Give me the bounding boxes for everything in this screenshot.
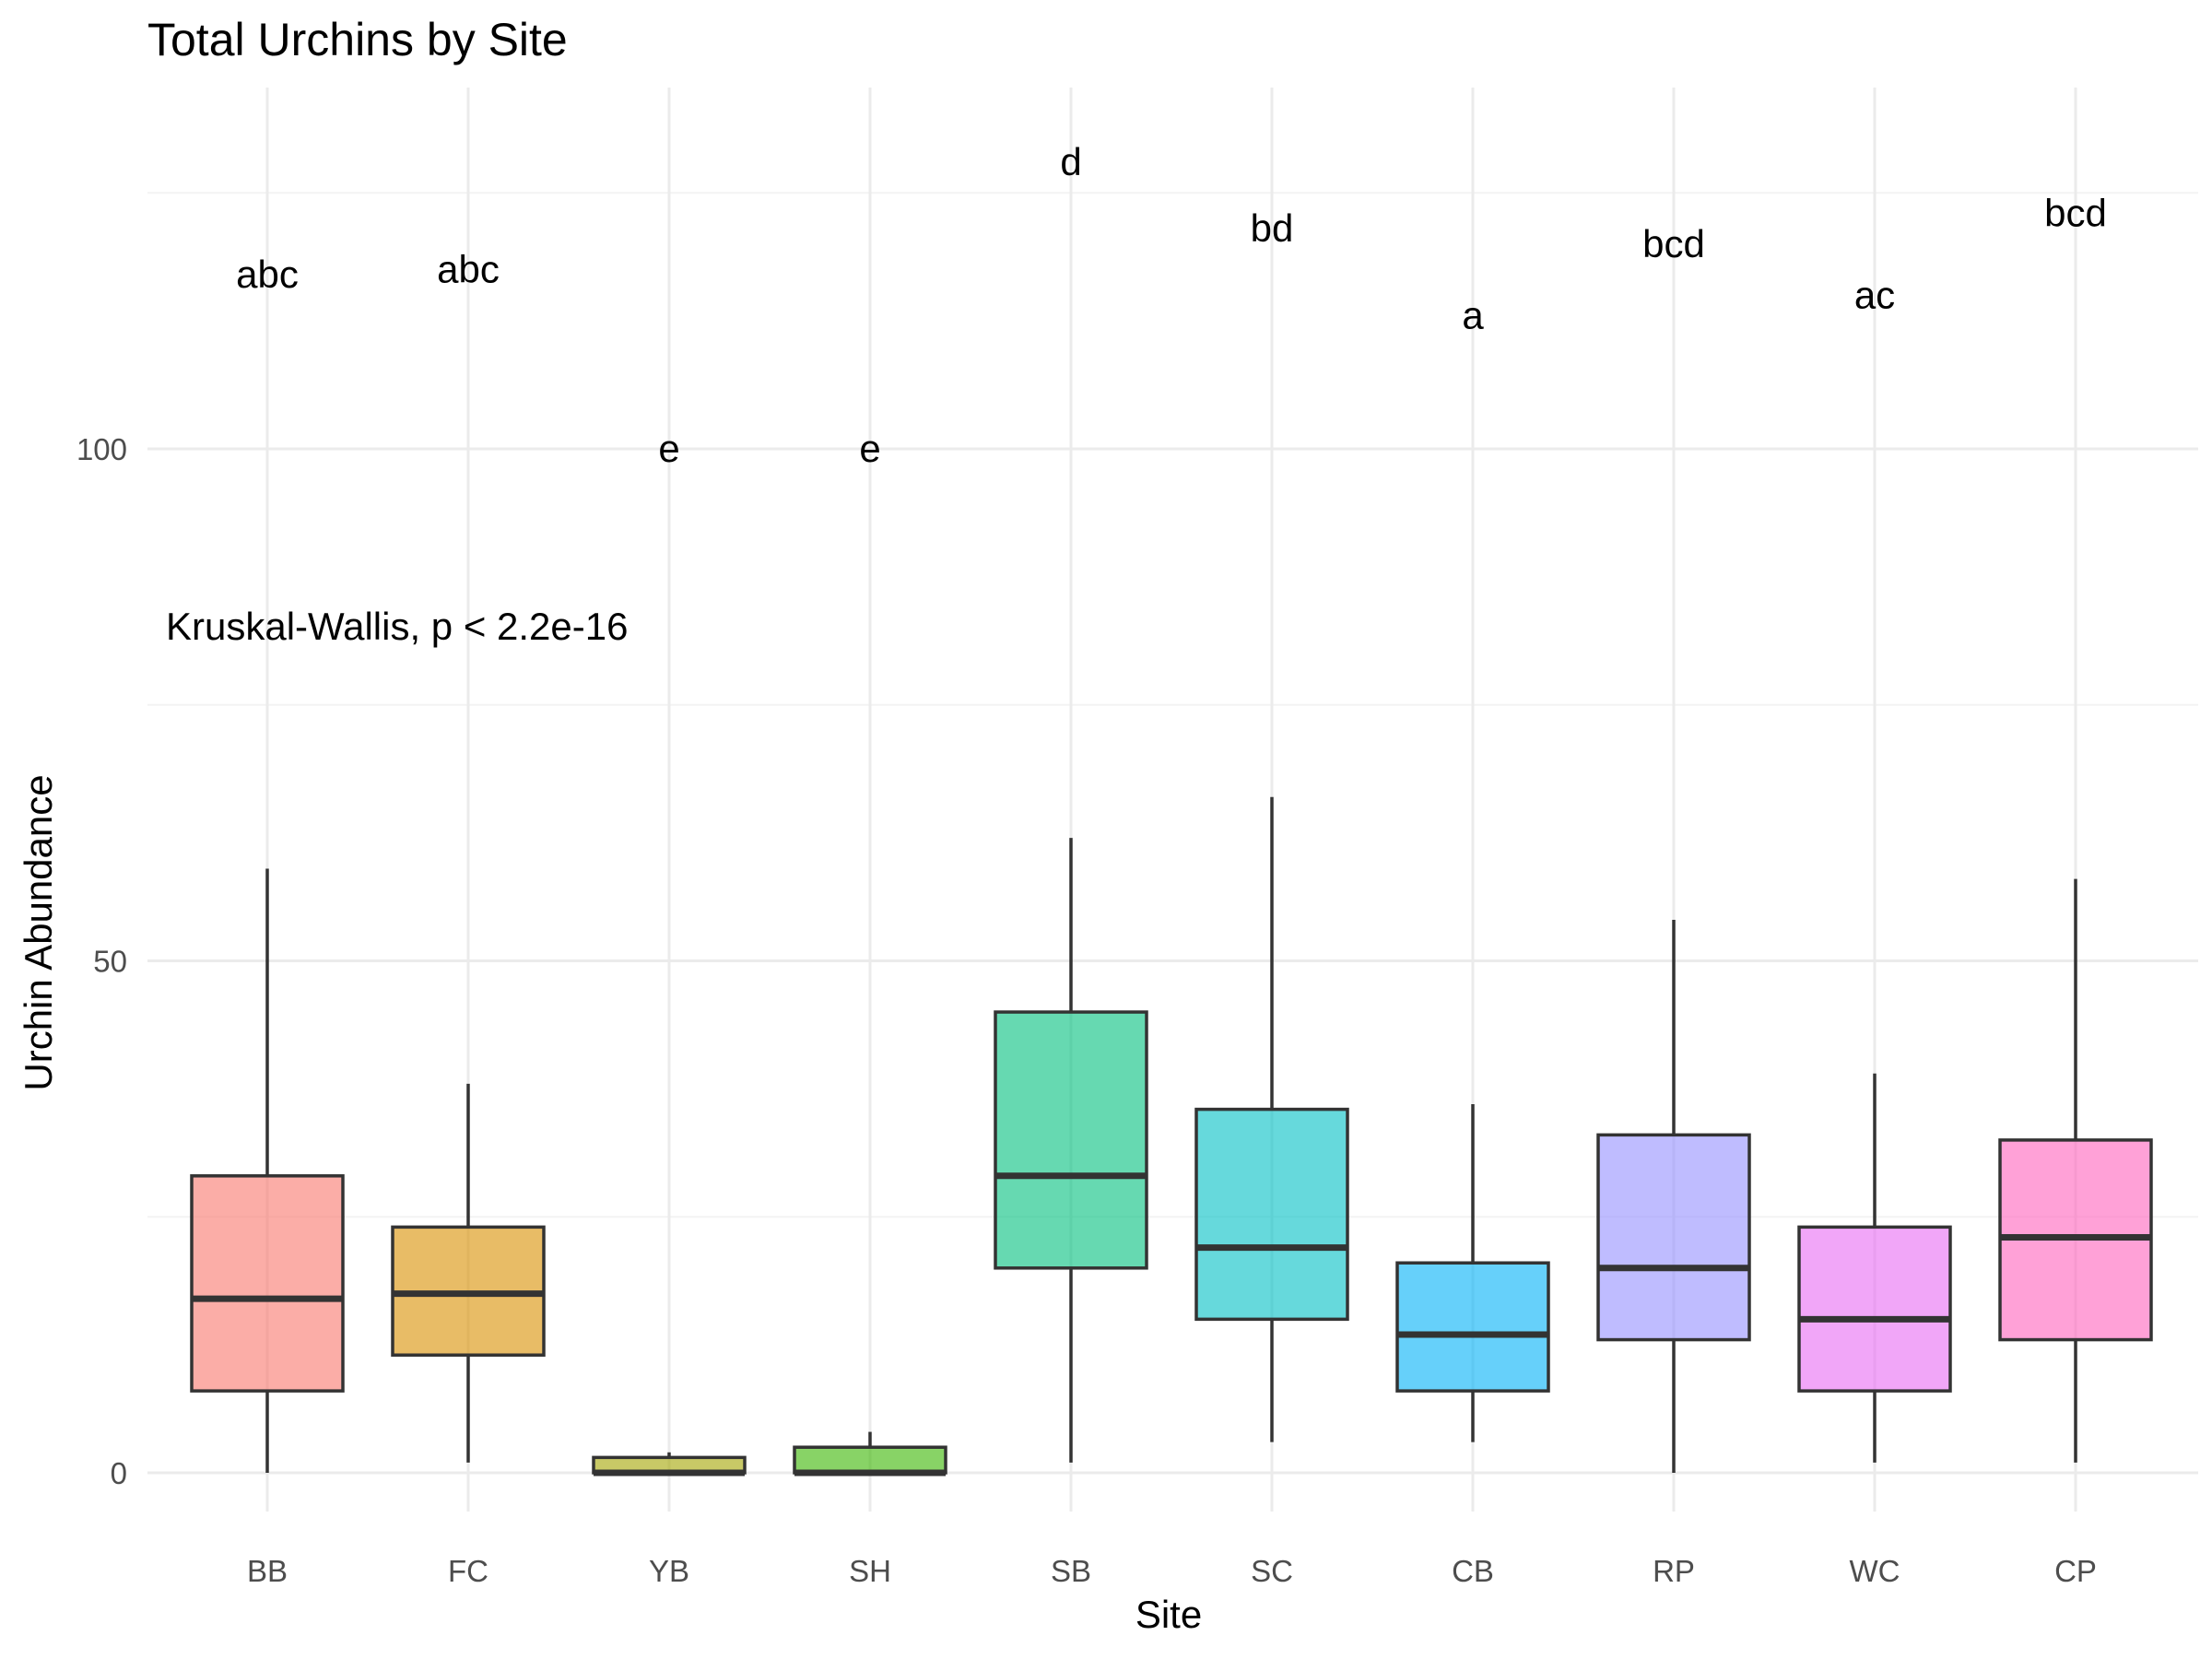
group-letter: e	[859, 427, 880, 470]
group-letter: abc	[236, 253, 299, 296]
x-tick-label: WC	[1850, 1554, 1900, 1588]
labels: 0 50 100 BB FC YB SH SB SC CB RP WC CP abc abc e e d bd a bc…	[76, 140, 2107, 1588]
x-tick-label: RP	[1653, 1554, 1695, 1588]
box-rp	[1596, 920, 1751, 1473]
box-fc	[391, 1083, 546, 1463]
y-tick-label: 100	[76, 432, 127, 466]
box-body	[1797, 1225, 1952, 1393]
group-letter: d	[1060, 140, 1081, 183]
box-sb	[994, 838, 1148, 1463]
box-sh	[793, 1431, 947, 1477]
x-tick-label: BB	[247, 1554, 288, 1588]
box-wc	[1797, 1073, 1952, 1463]
group-letter: bcd	[2044, 191, 2107, 234]
box-cb	[1395, 1104, 1550, 1442]
box-body	[1596, 1133, 1751, 1342]
x-tick-label: YB	[649, 1554, 689, 1588]
box-body	[994, 1010, 1148, 1270]
x-tick-label: CP	[2054, 1554, 2097, 1588]
box-bb	[190, 868, 345, 1473]
x-axis-title: Site	[1135, 1593, 1202, 1636]
box-body	[793, 1445, 947, 1475]
x-tick-label: SH	[849, 1554, 891, 1588]
x-tick-label: SB	[1051, 1554, 1091, 1588]
group-letter: bcd	[1642, 222, 1705, 265]
boxes	[190, 796, 2153, 1477]
box-sc	[1194, 796, 1349, 1442]
y-axis-title: Urchin Abundance	[17, 774, 60, 1090]
group-letter: ac	[1854, 273, 1895, 316]
group-letter: a	[1462, 294, 1484, 337]
group-letter: abc	[437, 248, 500, 291]
y-tick-label: 50	[93, 945, 127, 979]
x-tick-label: FC	[448, 1554, 488, 1588]
box-body	[1395, 1261, 1550, 1393]
x-tick-label: CB	[1452, 1554, 1494, 1588]
kruskal-wallis-annotation: Kruskal-Wallis, p < 2.2e-16	[166, 605, 628, 648]
box-yb	[592, 1452, 747, 1477]
y-tick-label: 0	[111, 1456, 127, 1490]
box-body	[1194, 1107, 1349, 1322]
group-letter: e	[658, 427, 679, 470]
group-letter: bd	[1251, 206, 1294, 250]
chart-title: Total Urchins by Site	[147, 14, 568, 65]
box-body	[190, 1174, 345, 1393]
box-cp	[1998, 878, 2153, 1463]
x-tick-label: SC	[1251, 1554, 1293, 1588]
